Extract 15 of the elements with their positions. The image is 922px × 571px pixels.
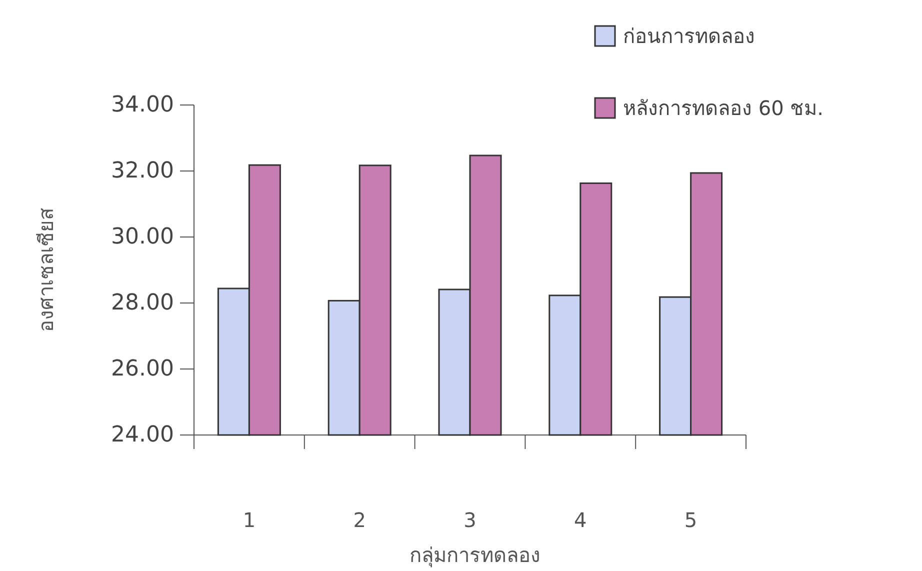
x-tick-label: 5 — [684, 508, 698, 532]
y-tick-label: 32.00 — [111, 158, 174, 184]
x-tick-label: 4 — [574, 508, 587, 532]
y-tick-label: 34.00 — [111, 92, 174, 118]
x-tick-label: 2 — [353, 508, 366, 532]
y-tick-label: 30.00 — [111, 224, 174, 250]
x-axis-title: กลุ่มการทดลอง — [410, 543, 540, 568]
y-tick-label: 24.00 — [111, 422, 174, 448]
y-tick-label: 26.00 — [111, 356, 174, 382]
x-tick-label: 1 — [242, 508, 256, 532]
legend-label: หลังการทดลอง 60 ชม. — [623, 96, 824, 120]
y-tick-label: 28.00 — [111, 290, 174, 316]
y-axis-title: องศาเซลเซียส — [34, 208, 58, 332]
legend-label: ก่อนการทดลอง — [623, 24, 755, 48]
x-tick-label: 3 — [464, 508, 476, 532]
